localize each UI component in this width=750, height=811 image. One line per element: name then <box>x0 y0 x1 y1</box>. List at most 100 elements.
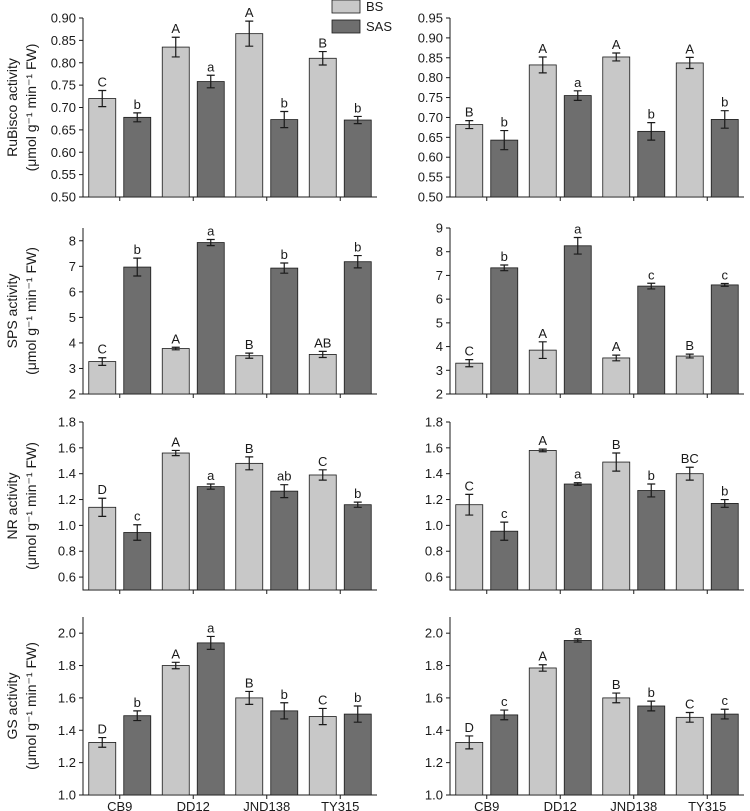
bar-bs <box>161 46 190 198</box>
x-tick-label: JND138 <box>610 799 657 811</box>
error-bar <box>538 341 547 360</box>
bar-sas <box>196 486 225 591</box>
y-tick-label: 7 <box>69 259 76 274</box>
error-bar <box>500 709 509 721</box>
y-tick-label: 0.70 <box>418 110 443 125</box>
y-tick-label: 0.80 <box>51 55 76 70</box>
legend: BS SAS <box>331 0 392 34</box>
error-bar <box>98 497 107 517</box>
x-tick-label: CB9 <box>107 799 132 811</box>
chart-panel-5: 0.6 0.8 1.0 1.2 1.4 1.6 1.8 NR activity (μmol g⁻… <box>4 415 377 594</box>
y-tick-label: 1.4 <box>425 723 443 738</box>
error-bar <box>612 354 621 362</box>
significance-letter: C <box>98 342 107 357</box>
bar-bs <box>675 62 704 198</box>
bar-sas <box>490 267 519 395</box>
bar-sas <box>270 119 299 198</box>
significance-letter: A <box>685 41 694 56</box>
error-bar <box>133 112 142 123</box>
significance-letter: a <box>207 620 215 635</box>
chart-panel-8: 1.0 1.2 1.4 1.6 1.8 2.0 CB9 Dc DD12 Aa JND138 Bb TY3… <box>425 617 744 811</box>
error-bar <box>171 36 180 58</box>
error-bar <box>720 498 729 508</box>
error-bar <box>685 56 694 70</box>
bar-sas <box>123 715 152 796</box>
x-tick-label: JND138 <box>243 799 290 811</box>
bar-sas <box>710 713 739 796</box>
bar-sas <box>563 245 592 395</box>
significance-letter: AB <box>314 335 331 350</box>
y-tick-label: 0.55 <box>418 170 443 185</box>
bar-bs <box>308 57 337 198</box>
y-tick-label: 1.6 <box>58 440 76 455</box>
error-bar <box>647 700 656 712</box>
significance-letter: A <box>171 21 180 36</box>
y-tick-label: 0.90 <box>51 11 76 26</box>
chart-panel-2: 0.50 0.55 0.60 0.65 0.70 0.75 0.80 0.85 0.90 0.95… <box>418 11 744 205</box>
error-bar <box>538 664 547 672</box>
y-tick-label: 2 <box>69 387 76 402</box>
bar-bs <box>675 473 704 591</box>
error-bar <box>500 521 509 541</box>
bar-sas <box>563 640 592 796</box>
error-bar <box>245 456 254 471</box>
bar-bs <box>455 742 484 796</box>
bar-sas <box>123 532 152 591</box>
error-bar <box>318 469 327 481</box>
error-bar <box>612 52 621 62</box>
chart-panel-3: 2 3 4 5 6 7 8 SPS activity (μmol g⁻¹ min⁻¹ FW) Cb… <box>4 223 377 402</box>
significance-letter: b <box>648 468 655 483</box>
legend-swatch-sas <box>331 19 361 34</box>
error-bar <box>245 20 254 47</box>
error-bar <box>465 493 474 516</box>
bar-bs <box>88 361 117 395</box>
error-bar <box>133 710 142 722</box>
error-bar <box>612 692 621 704</box>
significance-letter: D <box>98 482 107 497</box>
significance-letter: b <box>354 690 361 705</box>
bar-sas <box>343 504 372 591</box>
y-tick-label: 1.8 <box>425 415 443 430</box>
y-axis-label: RuBisco activity <box>4 58 20 157</box>
y-axis-label: SPS activity <box>4 274 20 349</box>
error-bar <box>500 129 509 151</box>
y-tick-label: 8 <box>69 233 76 248</box>
error-bar <box>171 346 180 351</box>
significance-letter: b <box>648 107 655 122</box>
significance-letter: B <box>612 437 621 452</box>
y-tick-label: 0.8 <box>425 544 443 559</box>
y-tick-label: 5 <box>436 315 443 330</box>
y-tick-label: 2.0 <box>58 626 76 641</box>
y-tick-label: 0.85 <box>418 50 443 65</box>
y-tick-label: 1.4 <box>58 723 76 738</box>
error-bar <box>98 89 107 108</box>
significance-letter: c <box>134 509 141 524</box>
y-tick-label: 1.6 <box>58 690 76 705</box>
bar-bs <box>235 33 264 198</box>
significance-letter: b <box>354 240 361 255</box>
error-bar <box>353 254 362 269</box>
bar-sas <box>343 119 372 198</box>
y-tick-label: 1.0 <box>425 788 443 803</box>
error-bar <box>573 638 582 643</box>
bar-sas <box>490 714 519 796</box>
error-bar <box>280 702 289 720</box>
x-tick-label: TY315 <box>688 799 726 811</box>
significance-letter: B <box>465 105 474 120</box>
significance-letter: a <box>574 221 582 236</box>
chart-panel-4: 2 3 4 5 6 7 8 9 Cb Aa Ac Bc <box>436 221 744 402</box>
chart-panel-1: 0.50 0.55 0.60 0.65 0.70 0.75 0.80 0.85 0.90 RuBi… <box>4 5 377 205</box>
bar-bs <box>161 452 190 591</box>
bar-bs <box>455 504 484 591</box>
y-tick-label: 0.90 <box>418 30 443 45</box>
error-bar <box>206 238 215 247</box>
significance-letter: c <box>501 506 508 521</box>
y-tick-label: 2.0 <box>425 626 443 641</box>
y-tick-label: 0.70 <box>51 100 76 115</box>
significance-letter: b <box>281 687 288 702</box>
bar-sas <box>123 116 152 198</box>
y-tick-label: 0.65 <box>418 130 443 145</box>
bar-sas <box>123 266 152 395</box>
error-bar <box>720 110 729 129</box>
